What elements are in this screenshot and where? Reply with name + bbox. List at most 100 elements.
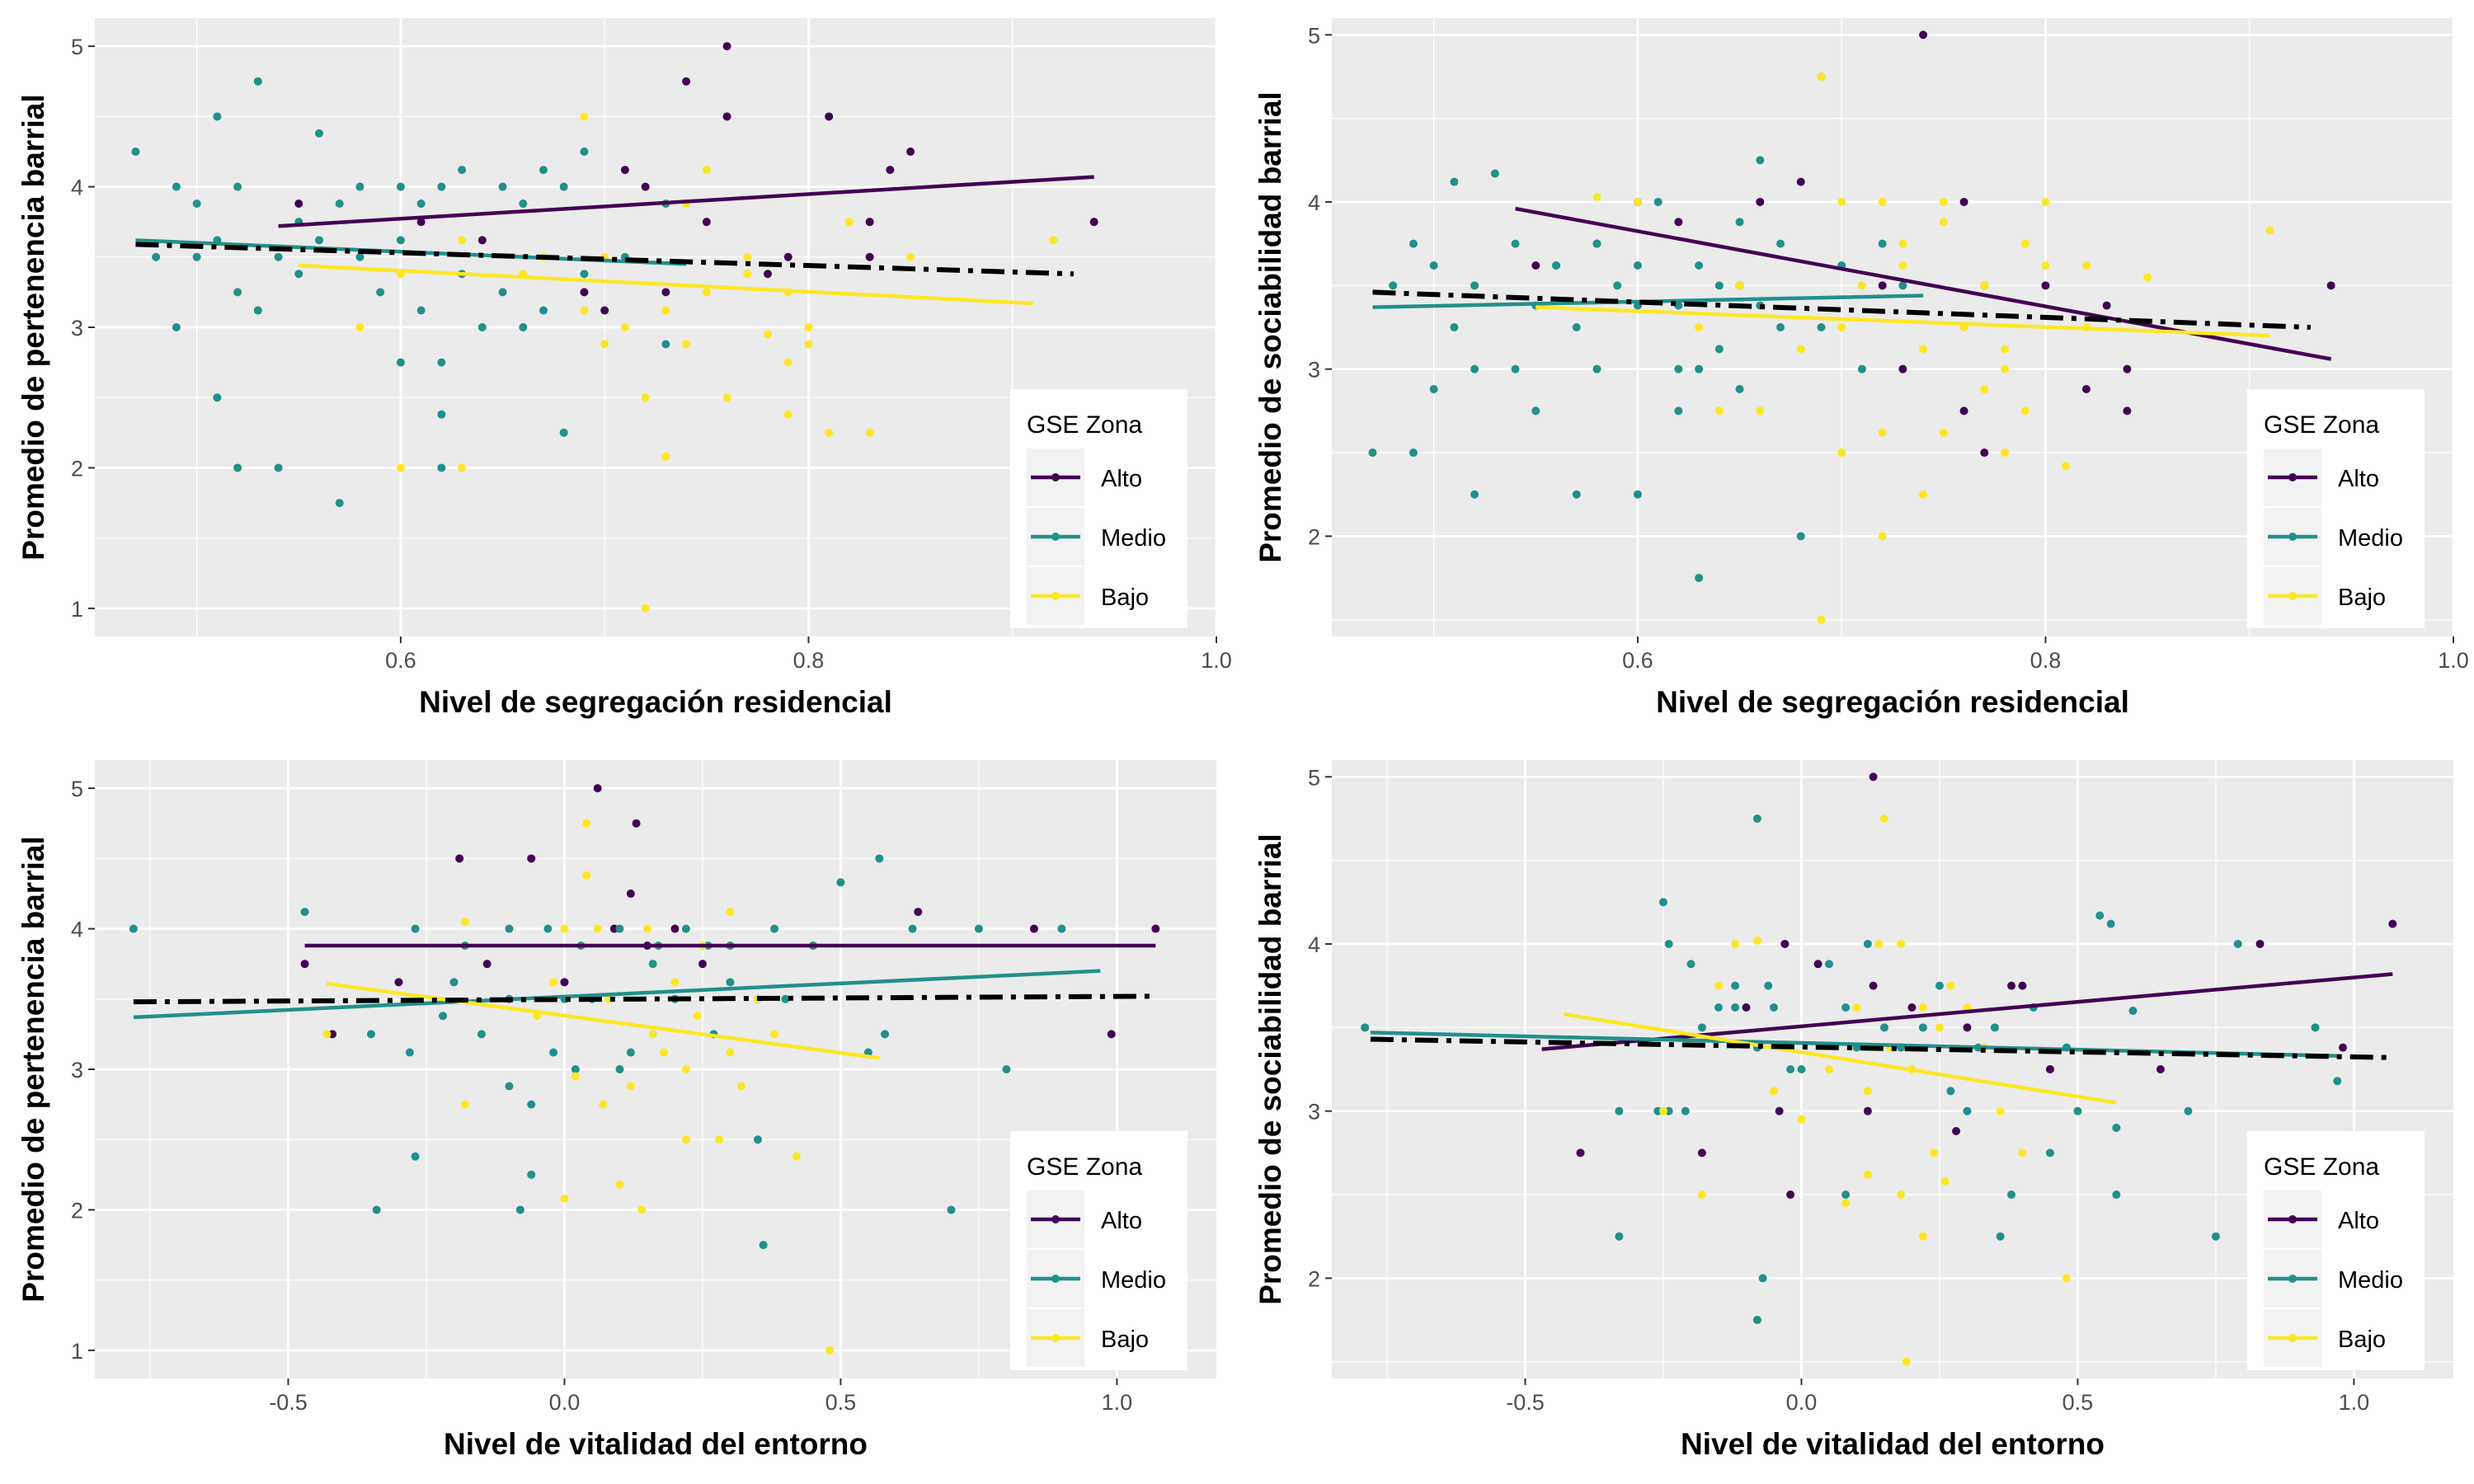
x-tick-label: 0.0 [1786, 1390, 1818, 1415]
data-point-bajo [1731, 939, 1740, 948]
y-axis-title: Promedio de pertenencia barrial [16, 94, 50, 560]
y-axis-title: Promedio de pertenencia barrial [16, 836, 50, 1302]
data-point-bajo [1857, 281, 1866, 290]
data-point-medio [233, 182, 242, 191]
data-point-medio [2112, 1190, 2121, 1200]
data-point-medio [1490, 169, 1499, 178]
data-point-bajo [2081, 261, 2091, 270]
legend-entry-medio: Medio [2264, 1250, 2403, 1308]
legend-label: Medio [1101, 525, 1166, 552]
data-point-alto [722, 42, 731, 51]
data-point-medio [974, 924, 983, 933]
legend-label: Bajo [2338, 1327, 2386, 1353]
legend-label: Alto [1101, 1208, 1142, 1234]
data-point-alto [641, 182, 650, 191]
data-point-medio [881, 1030, 890, 1039]
trend-line-alto [278, 175, 1094, 228]
data-point-bajo [620, 323, 629, 331]
data-point-medio [437, 358, 446, 367]
data-point-bajo [1837, 448, 1846, 458]
data-point-bajo [1714, 406, 1724, 416]
legend: GSE Zona Alto Medio Bajo [2247, 389, 2425, 628]
data-point-medio [411, 1152, 420, 1161]
legend-entry-bajo: Bajo [1027, 567, 1149, 625]
data-point-bajo [844, 218, 854, 227]
legend-label: Alto [1101, 466, 1142, 492]
data-point-alto [2018, 981, 2027, 990]
data-point-medio [411, 924, 420, 933]
data-point-medio [2106, 919, 2115, 928]
data-point-bajo [2143, 273, 2152, 282]
data-point-bajo [1878, 532, 1887, 541]
x-tick-label: -0.5 [269, 1390, 308, 1415]
data-point-medio [1511, 239, 1520, 248]
data-point-alto [670, 924, 680, 933]
data-point-alto [1813, 960, 1823, 969]
trend-line-bajo [1536, 305, 2270, 338]
data-point-medio [726, 978, 735, 987]
data-point-medio [527, 1100, 536, 1109]
data-point-medio [1531, 406, 1540, 416]
data-point-medio [1758, 1274, 1767, 1283]
legend: GSE Zona Alto Medio Bajo [1010, 1131, 1188, 1370]
data-point-medio [1613, 281, 1622, 290]
data-point-alto [1869, 981, 1878, 990]
legend-label: Bajo [2338, 585, 2386, 611]
data-point-medio [1361, 1023, 1370, 1032]
data-point-alto [1963, 1023, 1972, 1032]
legend-label: Bajo [1101, 585, 1149, 611]
data-point-medio [615, 924, 624, 933]
legend-label: Medio [2338, 1267, 2403, 1294]
data-point-bajo [1898, 239, 1907, 248]
y-tick-label: 4 [1308, 190, 1320, 215]
data-point-medio [1752, 814, 1761, 823]
x-axis-title: Nivel de vitalidad del entorno [1681, 1427, 2105, 1461]
x-axis-title: Nivel de segregación residencial [1656, 685, 2129, 719]
data-point-medio [172, 323, 181, 331]
legend-entry-medio: Medio [1027, 1250, 1166, 1308]
data-point-bajo [642, 924, 651, 933]
data-point-medio [416, 200, 426, 208]
trend-line-bajo [327, 981, 880, 1060]
data-point-bajo [2020, 239, 2030, 248]
data-point-alto [2156, 1065, 2165, 1073]
data-point-bajo [1817, 615, 1826, 624]
legend-title: GSE Zona [1027, 411, 1142, 439]
data-point-medio [498, 182, 507, 191]
data-point-alto [527, 854, 536, 863]
legend-label: Alto [2338, 1208, 2379, 1234]
data-point-medio [1368, 448, 1377, 458]
legend: GSE Zona Alto Medio Bajo [2247, 1131, 2425, 1370]
data-point-medio [505, 1082, 514, 1091]
data-point-medio [626, 1048, 635, 1057]
data-point-medio [661, 340, 670, 349]
data-point-medio [477, 1030, 486, 1039]
data-point-bajo [615, 1180, 624, 1189]
data-point-bajo [599, 1100, 608, 1109]
data-point-medio [1572, 490, 1581, 499]
data-point-bajo [1769, 1087, 1778, 1096]
data-point-medio [152, 252, 161, 261]
data-point-medio [1879, 1023, 1888, 1032]
data-point-bajo [593, 924, 602, 933]
legend-entry-alto: Alto [2264, 448, 2379, 506]
data-point-bajo [702, 166, 711, 175]
data-point-bajo [661, 306, 670, 315]
legend-entry-alto: Alto [1027, 448, 1142, 506]
data-point-bajo [783, 358, 793, 367]
legend-entry-medio: Medio [2264, 508, 2403, 566]
data-point-bajo [582, 871, 591, 880]
data-point-medio [1863, 939, 1872, 948]
data-point-medio [1057, 924, 1066, 933]
x-tick-label: 0.8 [793, 648, 825, 673]
legend-key-point [1051, 592, 1060, 600]
data-point-medio [1615, 1232, 1624, 1241]
data-point-alto [865, 252, 874, 261]
y-tick-label: 1 [71, 1339, 83, 1364]
data-point-alto [682, 77, 691, 86]
data-point-bajo [1935, 1023, 1944, 1032]
data-point-alto [825, 112, 834, 121]
data-point-bajo [743, 270, 752, 279]
data-point-medio [2211, 1232, 2220, 1241]
